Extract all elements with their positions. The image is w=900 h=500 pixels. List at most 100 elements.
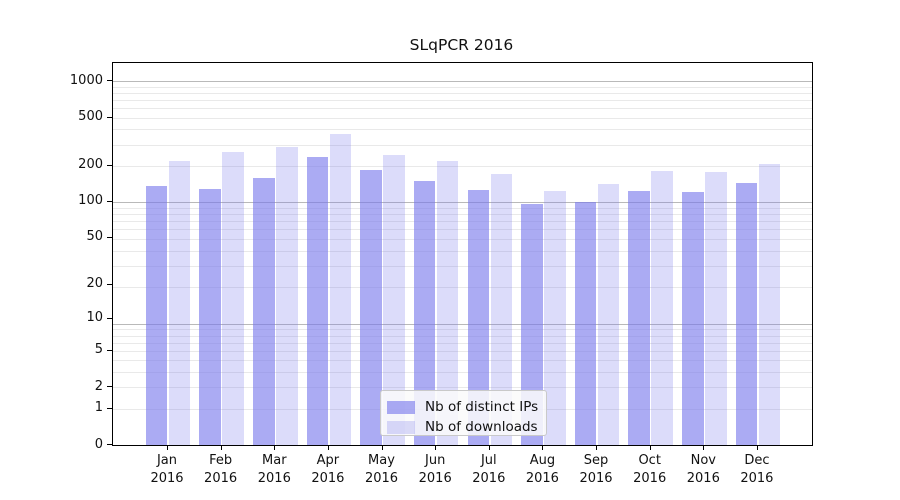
bar-downloads-jul	[490, 173, 512, 445]
bar-downloads-nov	[705, 172, 727, 445]
minor-gridline	[113, 117, 812, 119]
chart-title: SLqPCR 2016	[409, 36, 514, 54]
x-tick-label: Apr 2016	[298, 452, 358, 488]
bar-distinct-ips-jul	[467, 189, 489, 445]
x-tick	[703, 445, 705, 450]
minor-gridline	[113, 335, 812, 337]
legend-row-distinct-ips: Nb of distinct IPs	[387, 399, 539, 415]
legend: Nb of distinct IPs Nb of downloads	[380, 390, 547, 436]
minor-gridline	[113, 221, 812, 223]
bar-distinct-ips-dec	[735, 182, 758, 445]
minor-gridline	[113, 129, 812, 131]
x-tick-label-month: Feb	[209, 453, 233, 468]
y-tick-label: 20	[86, 276, 103, 292]
bar-distinct-ips-may	[360, 170, 382, 445]
x-tick-label-year: 2016	[311, 471, 345, 486]
x-tick-label: May 2016	[352, 452, 412, 488]
minor-gridline	[113, 287, 812, 289]
x-tick-label-year: 2016	[579, 471, 613, 486]
bar-distinct-ips-sep	[574, 201, 597, 445]
y-tick	[107, 80, 112, 81]
minor-gridline	[113, 265, 812, 267]
bar-distinct-ips-jan	[145, 186, 168, 445]
x-tick-label-month: Aug	[529, 453, 556, 468]
y-tick	[107, 283, 112, 285]
y-tick-label: 500	[78, 109, 103, 124]
minor-gridline	[113, 165, 812, 167]
x-tick-label-year: 2016	[472, 471, 506, 486]
x-tick	[327, 445, 329, 450]
x-tick-label: Nov 2016	[673, 452, 733, 488]
y-tick	[107, 236, 112, 238]
y-tick-label: 10	[86, 310, 103, 326]
y-tick	[107, 317, 112, 319]
bar-downloads-aug	[544, 191, 566, 445]
x-tick	[756, 445, 758, 450]
y-tick-label: 100	[78, 193, 103, 209]
x-tick-label: Mar 2016	[244, 452, 304, 488]
x-tick	[381, 445, 383, 450]
y-tick-label: 1000	[69, 72, 103, 88]
x-tick-label-year: 2016	[525, 471, 559, 486]
x-tick-label-month: Mar	[262, 453, 287, 468]
x-tick-label-year: 2016	[418, 471, 452, 486]
bar-downloads-jan	[168, 160, 191, 445]
legend-label-downloads: Nb of downloads	[425, 419, 538, 435]
x-tick-label: Feb 2016	[191, 452, 251, 488]
bar-downloads-apr	[329, 133, 352, 445]
minor-gridline	[113, 360, 812, 362]
bar-downloads-dec	[758, 163, 781, 445]
minor-gridline	[113, 214, 812, 216]
x-tick-label: Jun 2016	[405, 452, 465, 488]
legend-swatch-downloads	[387, 420, 415, 434]
bar-distinct-ips-oct	[628, 190, 650, 445]
x-tick-label: Jul 2016	[459, 452, 519, 488]
y-tick-label: 0	[94, 436, 103, 452]
y-tick-label: 200	[78, 157, 103, 173]
x-tick-label: Aug 2016	[512, 452, 572, 488]
minor-gridline	[113, 144, 812, 146]
x-tick-label-month: Oct	[638, 453, 661, 468]
legend-row-downloads: Nb of downloads	[387, 419, 538, 435]
x-tick	[435, 445, 437, 450]
legend-label-distinct-ips: Nb of distinct IPs	[425, 399, 539, 415]
x-tick-label-year: 2016	[204, 471, 238, 486]
x-tick-label-year: 2016	[150, 471, 184, 486]
minor-gridline	[113, 238, 812, 240]
y-tick	[107, 407, 112, 409]
minor-gridline	[113, 350, 812, 352]
bar-distinct-ips-feb	[199, 189, 221, 445]
x-tick-label: Oct 2016	[620, 452, 680, 488]
x-tick-label-month: Apr	[316, 453, 340, 468]
minor-gridline	[113, 99, 812, 101]
plot-area: Nb of distinct IPs Nb of downloads	[112, 62, 813, 446]
x-tick-label: Jan 2016	[137, 452, 197, 488]
bar-distinct-ips-jun	[413, 180, 436, 445]
x-tick	[596, 445, 597, 450]
x-tick-label-month: Jun	[425, 453, 446, 468]
x-tick-label-year: 2016	[740, 471, 774, 486]
bar-downloads-mar	[276, 146, 298, 445]
legend-swatch-distinct-ips	[387, 400, 415, 414]
y-tick-label: 50	[86, 229, 103, 245]
minor-gridline	[113, 229, 812, 231]
bar-distinct-ips-mar	[253, 178, 275, 445]
major-gridline	[113, 81, 812, 83]
x-tick	[649, 445, 651, 450]
minor-gridline	[113, 108, 812, 109]
x-tick-label-month: Jan	[156, 453, 178, 468]
bar-distinct-ips-aug	[521, 203, 543, 445]
minor-gridline	[113, 250, 812, 252]
x-tick	[488, 445, 490, 450]
bar-downloads-feb	[222, 151, 244, 445]
y-tick-label: 1	[94, 400, 103, 415]
y-tick	[107, 200, 112, 202]
x-tick	[167, 445, 168, 450]
minor-gridline	[113, 372, 812, 373]
x-tick-label-month: Sep	[583, 453, 609, 468]
x-tick	[220, 445, 222, 450]
x-tick-label: Sep 2016	[566, 452, 626, 488]
x-tick-label-month: Nov	[690, 453, 716, 468]
y-tick	[107, 164, 112, 166]
